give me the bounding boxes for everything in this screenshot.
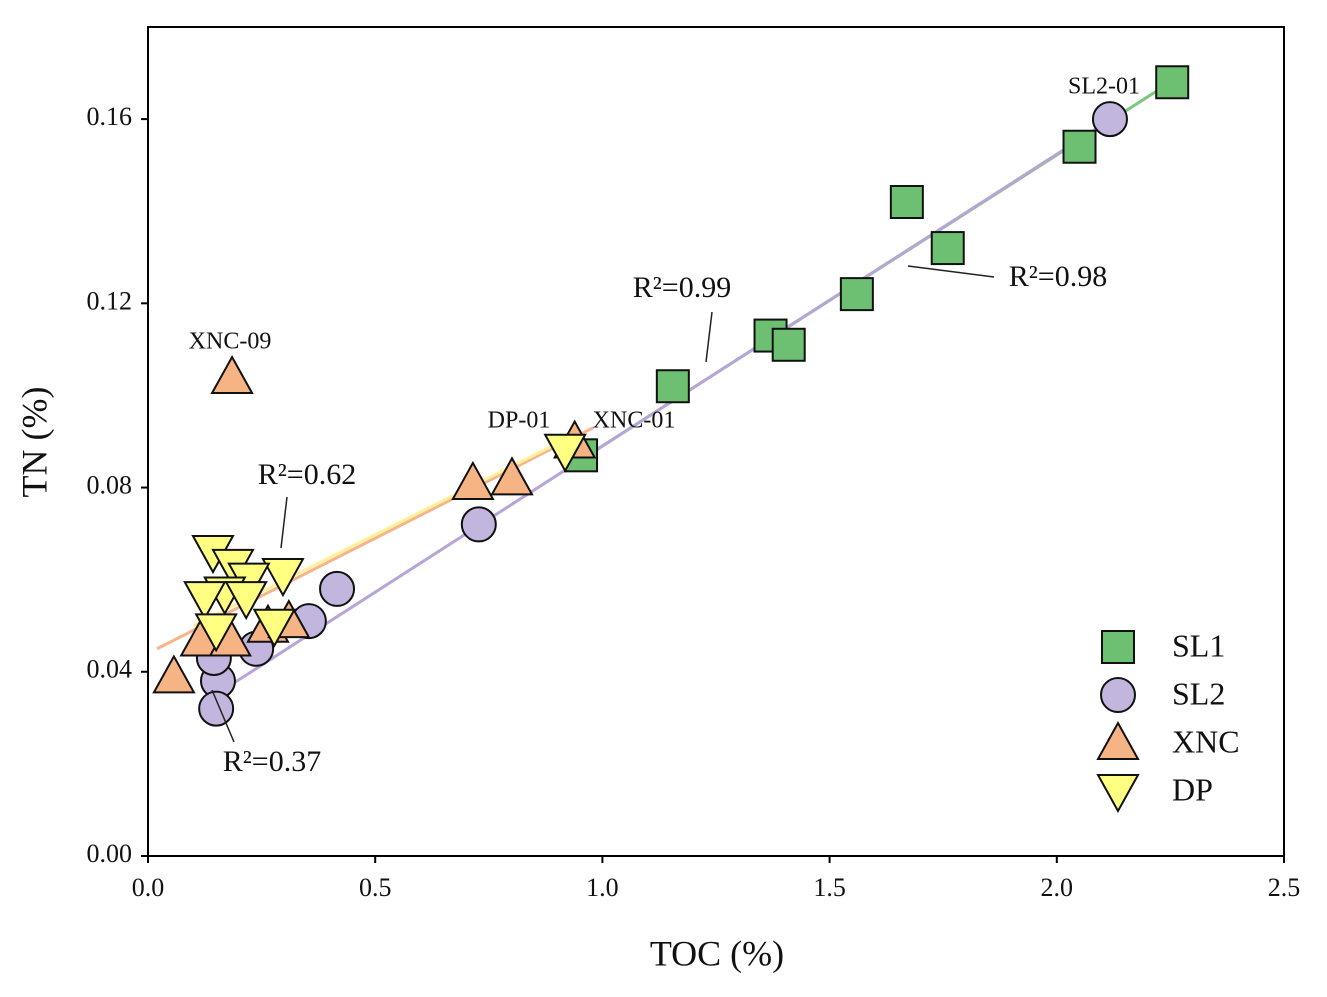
- x-tick-label: 1.0: [586, 873, 619, 902]
- marker: [771, 327, 806, 362]
- legend-label: XNC: [1172, 723, 1240, 759]
- annotation: R²=0.98: [1009, 260, 1107, 293]
- y-tick-label: 0.00: [87, 839, 133, 868]
- x-tick-label: 0.5: [359, 873, 392, 902]
- y-tick-label: 0.16: [87, 102, 133, 131]
- marker: [210, 354, 254, 395]
- legend-label: SL1: [1172, 627, 1225, 663]
- annotation: XNC-09: [189, 329, 272, 355]
- marker: [319, 570, 356, 607]
- x-axis-label: TOC (%): [650, 933, 784, 973]
- trend-line: [156, 426, 594, 651]
- x-tick-label: 0.0: [132, 873, 165, 902]
- marker: [1100, 677, 1136, 713]
- y-tick-label: 0.04: [87, 655, 133, 684]
- marker: [152, 654, 196, 694]
- x-tick-label: 1.5: [813, 873, 846, 902]
- marker: [1091, 101, 1128, 138]
- x-tick-label: 2.5: [1268, 873, 1301, 902]
- leader-line: [280, 496, 288, 549]
- marker: [1096, 720, 1140, 760]
- marker: [198, 690, 235, 727]
- marker: [183, 581, 227, 621]
- y-axis-label: TN (%): [14, 387, 54, 498]
- marker: [543, 433, 587, 473]
- marker: [194, 613, 238, 653]
- leader-lines: [211, 265, 995, 743]
- marker: [1096, 774, 1140, 814]
- marker: [889, 185, 924, 220]
- marker: [655, 369, 690, 404]
- marker: [224, 581, 268, 621]
- marker: [490, 456, 534, 496]
- annotation: R²=0.62: [258, 458, 356, 491]
- annotation: R²=0.99: [633, 271, 731, 304]
- marker: [451, 460, 495, 500]
- plot-frame: [147, 26, 1285, 857]
- leader-line: [907, 265, 995, 278]
- y-tick-label: 0.12: [87, 286, 133, 315]
- annotation: SL2-01: [1068, 74, 1140, 100]
- marker: [1101, 630, 1135, 664]
- marker: [839, 277, 874, 312]
- marker: [460, 506, 497, 543]
- marker: [1062, 129, 1097, 164]
- annotation: XNC-01: [593, 408, 676, 434]
- annotation: R²=0.37: [223, 745, 321, 778]
- marker: [252, 608, 297, 648]
- y-tick-label: 0.08: [87, 471, 133, 500]
- marker: [930, 231, 965, 266]
- marker: [261, 558, 305, 598]
- leader-line: [705, 311, 713, 363]
- leader-line: [211, 689, 235, 743]
- legend-label: DP: [1172, 771, 1213, 807]
- x-tick-label: 2.0: [1041, 873, 1074, 902]
- legend-label: SL2: [1172, 675, 1225, 711]
- annotation: DP-01: [488, 408, 551, 434]
- marker: [1155, 65, 1190, 100]
